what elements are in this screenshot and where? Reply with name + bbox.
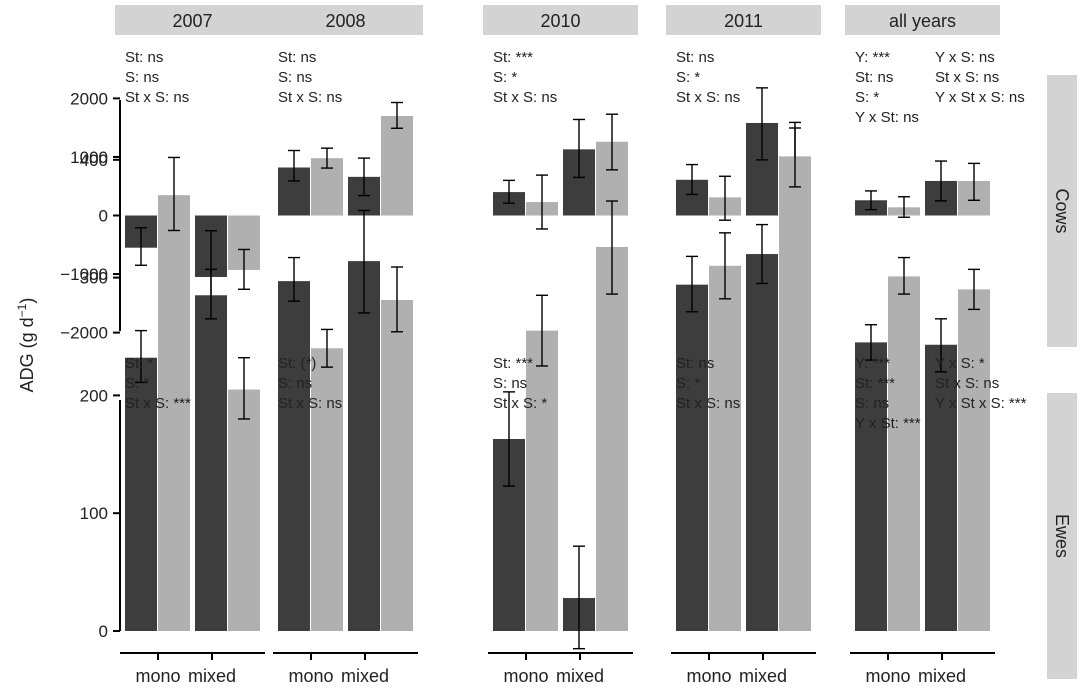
annotation-cows-p3-c0-0: St: ns [676, 49, 714, 66]
annotation-ewes-p4-c1-1: St x S: ns [935, 375, 999, 392]
x-tick-label-p0-0: mono [135, 666, 180, 686]
y-tick-label-ewes-3: 300 [80, 269, 108, 288]
bar-ewes-p4-2 [925, 344, 957, 631]
annotation-cows-p4-c1-0: Y x S: ns [935, 49, 995, 66]
annotation-ewes-p4-c0-0: Y: *** [855, 355, 890, 372]
facet-header-0 [115, 5, 270, 35]
x-tick-label-p3-1: mixed [739, 666, 787, 686]
annotation-ewes-p4-c0-2: S: ns [855, 395, 889, 412]
facet-header-4 [845, 5, 1000, 35]
row-strip-ewes [1047, 393, 1077, 679]
annotation-cows-p0-c0-0: St: ns [125, 49, 163, 66]
x-tick-label-p1-0: mono [288, 666, 333, 686]
annotation-ewes-p1-c0-1: S: ns [278, 375, 312, 392]
bar-ewes-p4-1 [888, 276, 920, 631]
annotation-ewes-p3-c0-2: St x S: ns [676, 395, 740, 412]
annotation-cows-p0-c0-1: S: ns [125, 69, 159, 86]
x-tick-label-p2-0: mono [503, 666, 548, 686]
bar-ewes-p3-1 [709, 265, 741, 631]
facet-header-label-0: 2007 [172, 11, 212, 31]
annotation-ewes-p1-c0-0: St: (*) [278, 355, 316, 372]
bar-ewes-p3-2 [746, 254, 778, 632]
y-tick-label-ewes-4: 400 [80, 151, 108, 170]
annotation-ewes-p3-c0-1: S: * [676, 375, 700, 392]
annotation-cows-p3-c0-2: St x S: ns [676, 89, 740, 106]
annotation-ewes-p4-c0-3: Y x St: *** [855, 415, 921, 432]
x-tick-label-p4-1: mixed [918, 666, 966, 686]
y-axis-title: ADG (g d−1) [15, 298, 37, 393]
annotation-cows-p1-c0-0: St: ns [278, 49, 316, 66]
annotation-ewes-p3-c0-0: St: ns [676, 355, 714, 372]
y-tick-label-ewes-1: 100 [80, 504, 108, 523]
annotation-ewes-p1-c0-2: St x S: ns [278, 395, 342, 412]
y-tick-label-ewes-0: 0 [99, 622, 108, 641]
bar-ewes-p1-1 [311, 348, 343, 631]
annotation-cows-p3-c0-1: S: * [676, 69, 700, 86]
row-strip-label-cows: Cows [1052, 188, 1072, 233]
annotation-cows-p4-c1-1: St x S: ns [935, 69, 999, 86]
annotation-ewes-p4-c1-0: Y x S: * [935, 355, 985, 372]
y-tick-label-cows-2: 0 [99, 207, 108, 226]
row-strip-cows [1047, 75, 1077, 347]
annotation-cows-p4-c1-2: Y x St x S: ns [935, 89, 1025, 106]
facet-header-2 [483, 5, 638, 35]
bar-ewes-p0-3 [228, 389, 260, 631]
facet-header-1 [268, 5, 423, 35]
bar-ewes-p3-0 [676, 284, 708, 631]
annotation-cows-p2-c0-0: St: *** [493, 49, 533, 66]
y-tick-label-cows-4: 2000 [70, 89, 108, 108]
bar-ewes-p0-1 [158, 195, 190, 631]
facet-header-label-1: 2008 [325, 11, 365, 31]
annotation-cows-p1-c0-2: St x S: ns [278, 89, 342, 106]
row-strip-label-ewes: Ewes [1052, 514, 1072, 558]
annotation-cows-p2-c0-1: S: * [493, 69, 517, 86]
bar-ewes-p3-3 [779, 157, 811, 631]
x-tick-label-p2-1: mixed [556, 666, 604, 686]
facet-header-3 [666, 5, 821, 35]
x-tick-label-p4-0: mono [865, 666, 910, 686]
annotation-ewes-p2-c0-0: St: *** [493, 355, 533, 372]
annotation-cows-p2-c0-2: St x S: ns [493, 89, 557, 106]
facet-header-label-4: all years [889, 11, 956, 31]
annotation-cows-p4-c0-0: Y: *** [855, 49, 890, 66]
bar-ewes-p2-1 [526, 330, 558, 631]
annotation-ewes-p2-c0-1: S: ns [493, 375, 527, 392]
annotation-ewes-p2-c0-2: St x S: * [493, 395, 547, 412]
annotation-cows-p4-c0-2: S: * [855, 89, 879, 106]
bar-ewes-p1-3 [381, 299, 413, 631]
bar-ewes-p2-3 [596, 246, 628, 632]
annotation-cows-p4-c0-3: Y x St: ns [855, 109, 919, 126]
annotation-ewes-p4-c1-2: Y x St x S: *** [935, 395, 1027, 412]
annotation-ewes-p0-c0-0: St: * [125, 355, 154, 372]
annotation-cows-p0-c0-2: St x S: ns [125, 89, 189, 106]
y-tick-label-cows-1: −1000 [60, 265, 108, 284]
bar-ewes-p1-0 [278, 281, 310, 631]
y-tick-label-cows-0: −2000 [60, 324, 108, 343]
x-tick-label-p1-1: mixed [341, 666, 389, 686]
bar-cows-p1-3 [381, 115, 413, 216]
bar-ewes-p4-3 [958, 289, 990, 631]
bar-ewes-p0-2 [195, 295, 227, 631]
bar-ewes-p0-0 [125, 357, 157, 631]
bar-ewes-p4-0 [855, 342, 887, 631]
x-tick-label-p3-0: mono [686, 666, 731, 686]
annotation-ewes-p4-c0-1: St: *** [855, 375, 895, 392]
y-tick-label-ewes-2: 200 [80, 386, 108, 405]
annotation-cows-p4-c0-1: St: ns [855, 69, 893, 86]
facet-header-label-3: 2011 [724, 11, 763, 31]
y-tick-label-cows-3: 1000 [70, 148, 108, 167]
bar-ewes-p1-2 [348, 261, 380, 631]
annotation-cows-p1-c0-1: S: ns [278, 69, 312, 86]
annotation-ewes-p0-c0-1: S: * [125, 375, 149, 392]
x-tick-label-p0-1: mixed [188, 666, 236, 686]
annotation-ewes-p0-c0-2: St x S: *** [125, 395, 191, 412]
facet-header-label-2: 2010 [540, 11, 580, 31]
